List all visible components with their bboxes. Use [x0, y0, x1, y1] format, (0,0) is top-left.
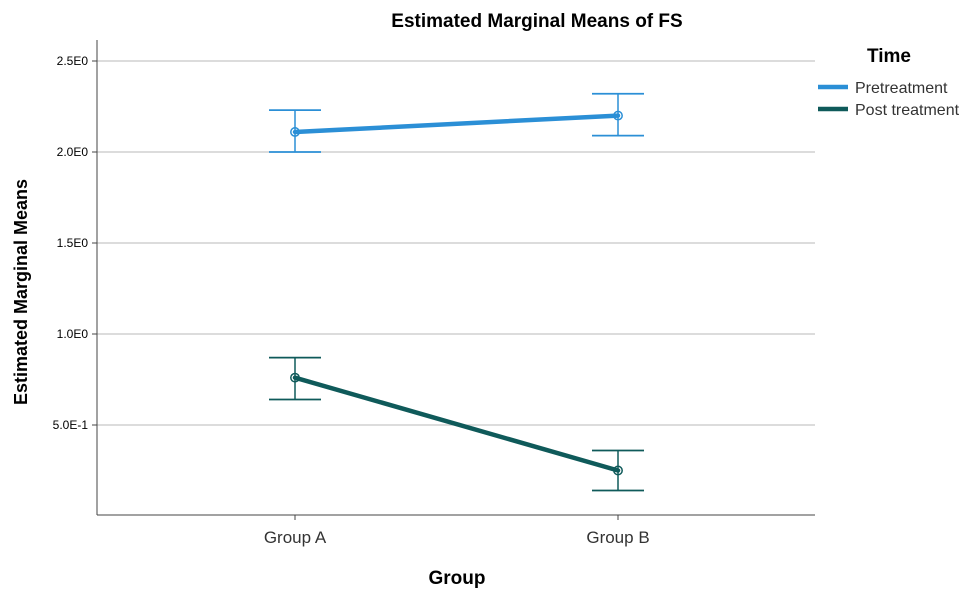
x-axis-ticks: Group A Group B — [264, 515, 650, 547]
data-point — [290, 127, 300, 137]
series-0 — [269, 92, 644, 153]
chart-title: Estimated Marginal Means of FS — [391, 11, 682, 32]
data-point — [613, 110, 623, 121]
y-axis-ticks: 5.0E-1 1.0E0 1.5E0 2.0E0 2.5E0 — [53, 54, 97, 432]
data-point — [613, 465, 623, 476]
series-line — [292, 375, 621, 473]
y-tick-label: 1.0E0 — [57, 327, 89, 341]
legend-title: Time — [867, 46, 911, 67]
x-tick-label: Group A — [264, 528, 327, 547]
gridlines — [97, 60, 815, 426]
data-point — [290, 372, 300, 383]
y-axis-label: Estimated Marginal Means — [11, 179, 31, 405]
x-axis-label: Group — [429, 568, 486, 589]
y-tick-label: 1.5E0 — [57, 236, 89, 250]
series-group — [269, 92, 644, 492]
legend-label: Pretreatment — [855, 80, 948, 97]
legend-label: Post treatment — [855, 102, 960, 119]
legend: Time Pretreatment Post treatment — [818, 46, 960, 119]
x-tick-label: Group B — [586, 528, 649, 547]
series-1 — [269, 356, 644, 492]
series-line — [292, 113, 621, 135]
y-tick-label: 2.5E0 — [57, 54, 89, 68]
y-tick-label: 5.0E-1 — [53, 418, 89, 432]
y-tick-label: 2.0E0 — [57, 145, 89, 159]
